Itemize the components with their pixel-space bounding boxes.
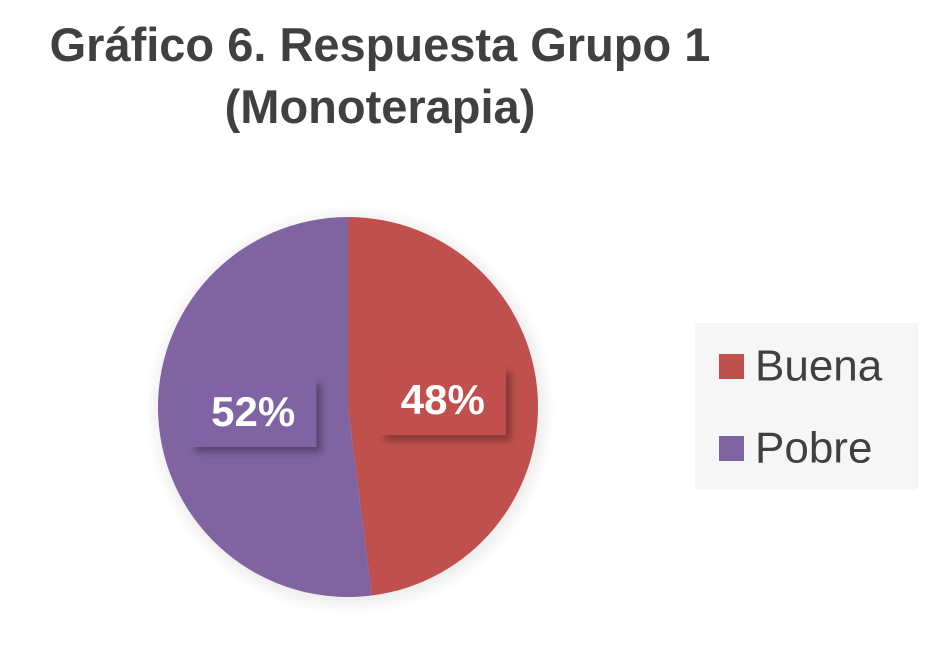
- legend-box: [695, 323, 918, 490]
- legend-swatch: [719, 354, 744, 379]
- legend-swatch: [719, 436, 744, 461]
- legend-label: Pobre: [755, 424, 872, 473]
- chart-title: Gráfico 6. Respuesta Grupo 1 (Monoterapi…: [49, 18, 711, 133]
- data-label: 52%: [211, 388, 295, 435]
- data-label-box: [379, 367, 506, 436]
- data-label: 48%: [401, 376, 485, 423]
- data-label-box: [190, 378, 317, 447]
- legend-label: Buena: [755, 342, 883, 391]
